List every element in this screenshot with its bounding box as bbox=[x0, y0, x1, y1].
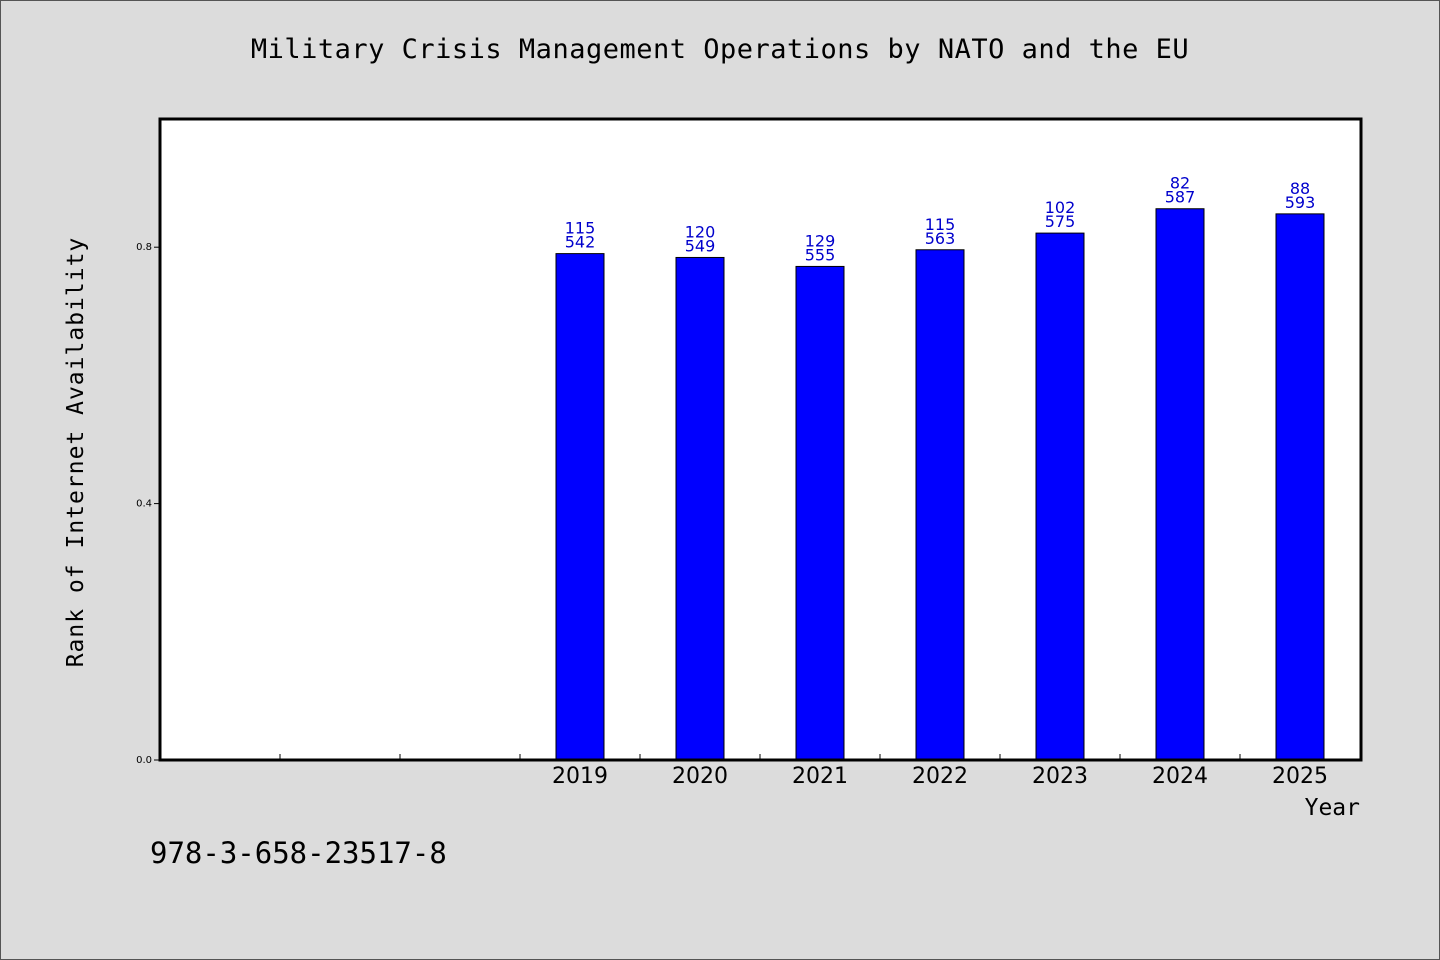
bar-label-bottom: 593 bbox=[1285, 193, 1316, 212]
x-axis-title: Year bbox=[1304, 795, 1360, 821]
bar-2021 bbox=[795, 265, 845, 761]
bar-2023 bbox=[1035, 232, 1085, 761]
bar-label-top: 120 bbox=[685, 222, 716, 241]
x-tick-label: 2019 bbox=[552, 764, 608, 789]
bar-label-top: 102 bbox=[1045, 198, 1076, 217]
y-tick-label: 0.4 bbox=[136, 499, 152, 510]
x-tick-label: 2021 bbox=[792, 764, 848, 789]
bar-label-top: 129 bbox=[805, 231, 836, 250]
x-tick-label: 2022 bbox=[912, 764, 968, 789]
plot-border bbox=[158, 117, 1363, 762]
bar-2024 bbox=[1155, 208, 1205, 761]
bar-label-bottom: 549 bbox=[685, 236, 716, 255]
bar-2019 bbox=[555, 253, 605, 761]
bar-label-bottom: 575 bbox=[1045, 212, 1076, 231]
bar-2025 bbox=[1275, 213, 1325, 761]
bar-label-bottom: 555 bbox=[805, 245, 836, 264]
x-tick-label: 2020 bbox=[672, 764, 728, 789]
bar-label-top: 88 bbox=[1290, 179, 1310, 198]
x-tick-label: 2023 bbox=[1032, 764, 1088, 789]
footer-code: 978-3-658-23517-8 bbox=[150, 836, 447, 870]
bar-label-bottom: 542 bbox=[565, 233, 596, 252]
bar-label-bottom: 587 bbox=[1165, 188, 1196, 207]
bar-2022 bbox=[915, 249, 965, 761]
y-tick-label: 0.0 bbox=[136, 755, 152, 766]
bar-label-bottom: 563 bbox=[925, 229, 956, 248]
y-tick-label: 0.8 bbox=[136, 242, 152, 253]
bar-label-top: 82 bbox=[1170, 174, 1190, 193]
chart-title: Military Crisis Management Operations by… bbox=[250, 34, 1190, 65]
bar-label-top: 115 bbox=[565, 219, 596, 238]
x-tick-label: 2024 bbox=[1152, 764, 1208, 789]
bar-label-top: 115 bbox=[925, 215, 956, 234]
bar-2020 bbox=[675, 256, 725, 761]
x-tick-label: 2025 bbox=[1272, 764, 1328, 789]
